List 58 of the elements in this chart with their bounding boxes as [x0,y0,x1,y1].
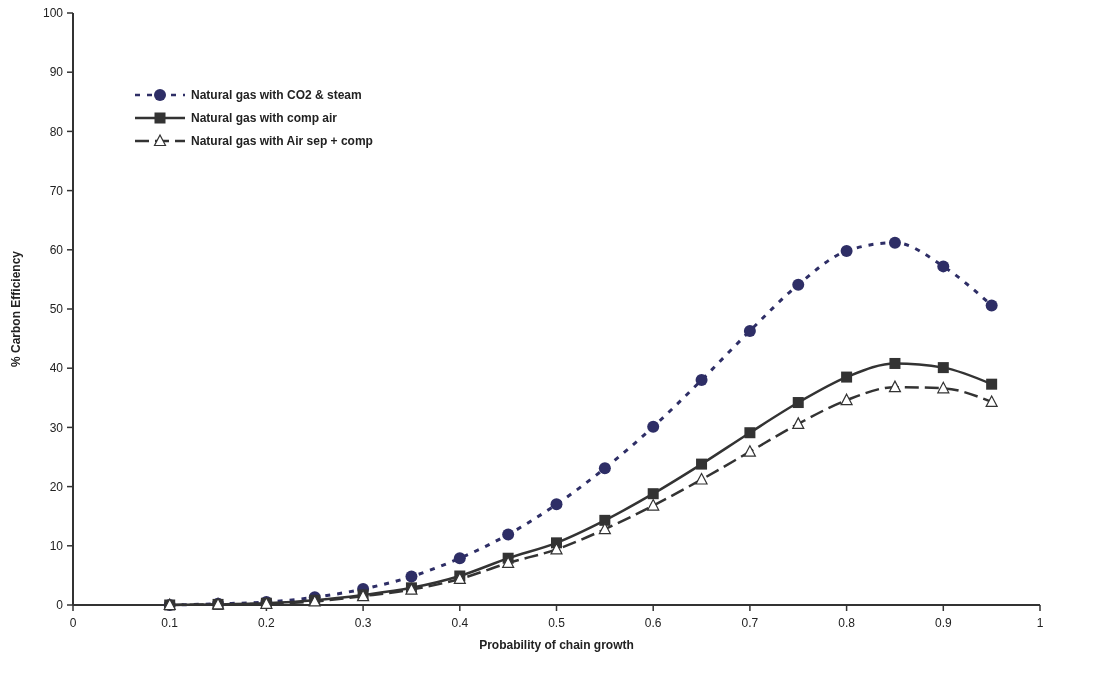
point [792,417,805,429]
point [937,260,950,273]
x-tick-label: 0.2 [258,616,276,630]
x-tick-label: 0.1 [161,616,179,630]
x-tick-label: 0.7 [741,616,759,630]
point [986,378,998,390]
point [744,427,756,439]
y-axis-title: % Carbon Efficiency [9,250,23,368]
legend-label: Natural gas with Air sep + comp [191,134,373,149]
point [647,498,660,511]
point [937,381,950,394]
legend-label: Natural gas with comp air [191,111,338,126]
point [888,236,901,249]
point [502,528,515,541]
y-tick-label: 100 [42,6,64,21]
point [840,244,853,257]
x-tick-label: 0.4 [451,616,469,630]
y-tick-label: 10 [49,539,64,553]
x-tick-label: 0.9 [934,616,952,630]
y-tick-label: 90 [49,65,64,80]
y-tick-label: 40 [49,361,64,376]
y-tick-label: 60 [49,243,64,257]
x-axis-title: Probability of chain growth [479,638,634,652]
x-tick-label: 0.5 [548,616,566,630]
legend-label: Natural gas with CO2 & steam [191,88,362,103]
point [743,445,756,457]
point [889,357,901,369]
y-tick-label: 80 [49,124,64,139]
point [792,278,805,291]
y-tick-label: 70 [49,183,64,198]
y-tick-label: 50 [49,302,64,317]
x-tick-label: 0.6 [644,616,662,630]
point [453,552,466,565]
point [985,395,998,408]
point [647,420,660,433]
x-tick-label: 0 [69,616,77,630]
point [599,514,611,526]
x-tick-label: 0.8 [838,616,856,630]
point [743,324,756,337]
point [695,374,708,387]
y-tick-label: 0 [56,598,64,613]
point [985,299,998,312]
x-tick-label: 0.3 [354,616,372,630]
point [840,393,853,406]
y-tick-label: 30 [49,420,64,435]
x-tick-label: 1 [1036,616,1044,630]
point [695,472,708,485]
point [405,570,418,583]
point [647,488,659,500]
point [937,362,949,374]
point [696,458,708,470]
point [550,498,563,511]
y-tick-label: 20 [49,479,64,494]
point [792,397,804,409]
point [502,556,515,569]
point [841,371,853,383]
point [888,380,902,393]
point [598,462,611,475]
